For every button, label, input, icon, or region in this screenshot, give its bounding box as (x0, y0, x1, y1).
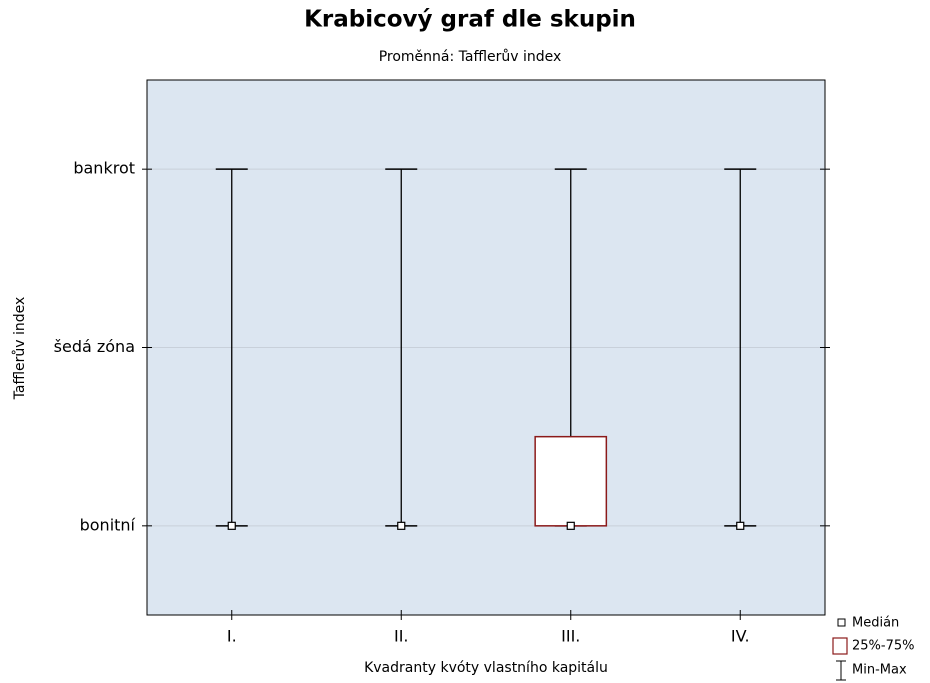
x-tick-label: IV. (731, 627, 750, 646)
legend-median-icon (837, 618, 846, 627)
chart-title: Krabicový graf dle skupin (304, 7, 636, 33)
x-tick-label: III. (561, 627, 580, 646)
legend-label: Medián (852, 616, 899, 631)
x-tick-label: II. (394, 627, 409, 646)
legend-label: Min-Max (852, 663, 907, 678)
legend-box-icon (832, 637, 848, 655)
legend-label: 25%-75% (852, 639, 914, 654)
median (736, 521, 745, 530)
y-axis-label: Tafflerův index (12, 297, 28, 401)
median (227, 521, 236, 530)
median (566, 521, 575, 530)
x-tick-label: I. (227, 627, 237, 646)
x-axis-label: Kvadranty kvóty vlastního kapitálu (364, 660, 608, 676)
median (397, 521, 406, 530)
y-tick-label: bankrot (73, 159, 135, 178)
y-tick-label: bonitní (80, 515, 136, 534)
y-tick-label: šedá zóna (54, 337, 135, 356)
chart-subtitle: Proměnná: Tafflerův index (379, 49, 562, 65)
box (534, 435, 608, 527)
